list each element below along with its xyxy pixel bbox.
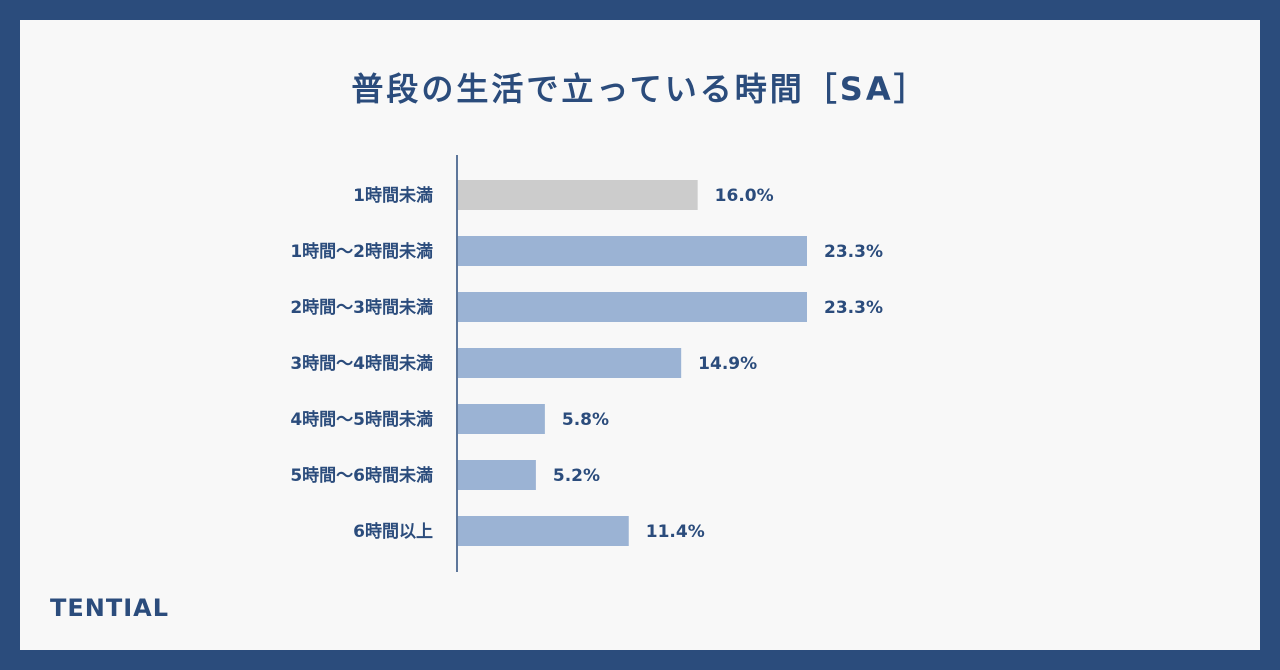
category-label: 2時間〜3時間未満 xyxy=(290,297,433,318)
category-label: 3時間〜4時間未満 xyxy=(290,353,433,374)
bar xyxy=(458,236,807,266)
category-label: 5時間〜6時間未満 xyxy=(290,465,433,486)
bar xyxy=(458,404,545,434)
bar xyxy=(458,180,698,210)
value-label: 16.0% xyxy=(715,186,774,206)
chart-title: 普段の生活で立っている時間［SA］ xyxy=(351,70,929,108)
value-label: 14.9% xyxy=(698,354,757,374)
category-label: 1時間未満 xyxy=(353,185,433,206)
bar xyxy=(458,516,629,546)
value-label: 5.2% xyxy=(553,466,600,486)
chart-card xyxy=(20,20,1260,650)
value-label: 11.4% xyxy=(646,522,705,542)
bar xyxy=(458,292,807,322)
category-label: 6時間以上 xyxy=(353,521,433,542)
bar xyxy=(458,348,682,378)
category-label: 1時間〜2時間未満 xyxy=(290,241,433,262)
brand-logo: TENTIAL xyxy=(50,594,170,622)
category-label: 4時間〜5時間未満 xyxy=(290,409,433,430)
value-label: 23.3% xyxy=(824,298,883,318)
bar xyxy=(458,460,536,490)
value-label: 23.3% xyxy=(824,242,883,262)
value-label: 5.8% xyxy=(562,410,609,430)
